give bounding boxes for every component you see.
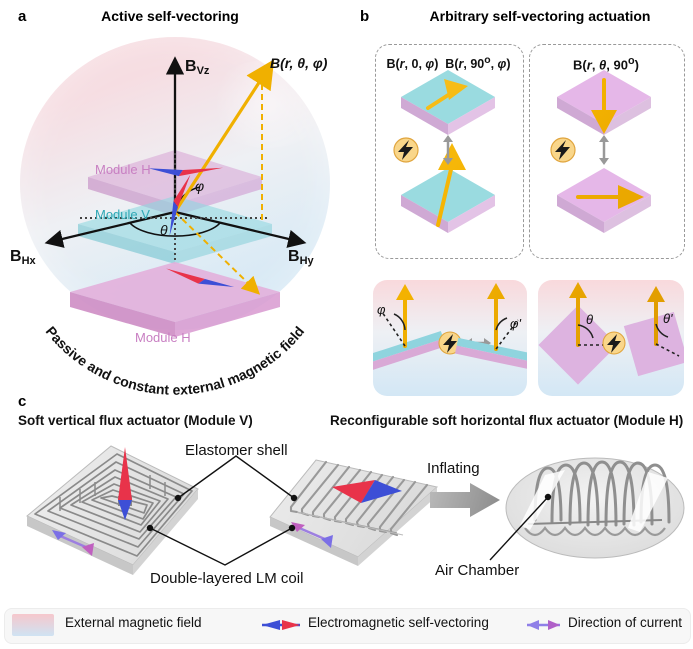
svg-text:Passive and constant external: Passive and constant external magnetic f…	[43, 323, 308, 398]
